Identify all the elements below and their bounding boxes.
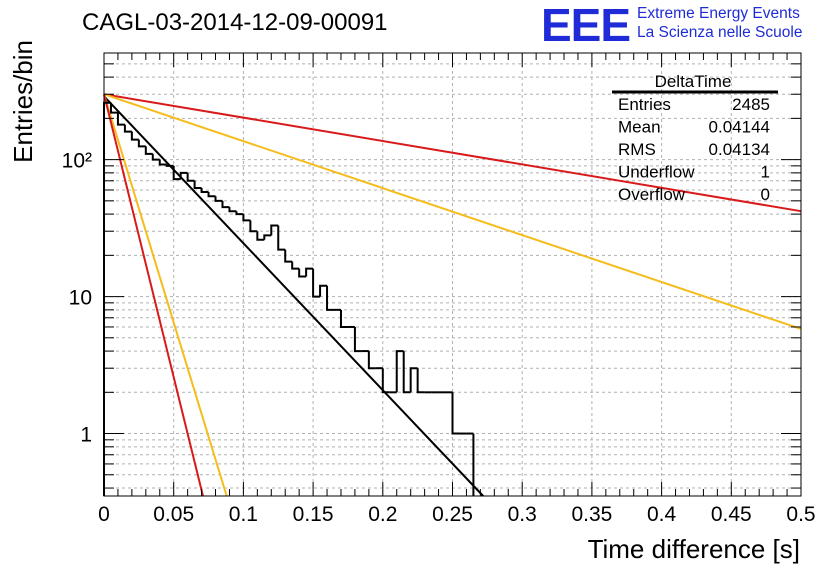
histogram-bin bbox=[144, 146, 153, 155]
stats-value: 0.04134 bbox=[709, 140, 770, 159]
histogram-bin bbox=[298, 268, 307, 278]
fit-curve bbox=[103, 93, 802, 213]
fit-curve bbox=[103, 95, 484, 497]
x-tick-label: 0.3 bbox=[508, 503, 537, 526]
histogram-bin bbox=[207, 191, 216, 198]
stats-label: Mean bbox=[618, 118, 661, 137]
histogram-bin bbox=[284, 249, 293, 263]
histogram-bin bbox=[137, 139, 146, 148]
x-axis-label: Time difference [s] bbox=[588, 534, 800, 564]
eee-logo: EEE bbox=[541, 0, 631, 51]
x-tick-label: 0 bbox=[98, 503, 110, 526]
histogram-bin bbox=[249, 220, 258, 233]
histogram-bin bbox=[353, 326, 362, 353]
x-tick-label: 0.05 bbox=[153, 503, 194, 526]
histogram-bin bbox=[193, 180, 202, 190]
histogram-bin bbox=[151, 153, 160, 161]
histogram-bin bbox=[381, 368, 390, 394]
chart-title: CAGL-03-2014-12-09-00091 bbox=[82, 9, 388, 36]
histogram-bin bbox=[228, 207, 237, 213]
histogram-bin bbox=[326, 285, 335, 311]
histogram-bin bbox=[179, 171, 188, 180]
grid bbox=[104, 53, 801, 496]
histogram-bin bbox=[367, 351, 376, 370]
histogram-bin bbox=[312, 268, 321, 298]
histogram-bin bbox=[172, 165, 181, 181]
stats-label: Overflow bbox=[618, 185, 686, 204]
stats-label: Entries bbox=[618, 95, 671, 114]
y-tick-labels: 1 10 10² bbox=[62, 150, 92, 447]
x-tick-label: 0.4 bbox=[647, 503, 677, 526]
histogram-bin bbox=[402, 351, 411, 394]
y-axis-label: Entries/bin bbox=[8, 40, 38, 163]
histogram-bin bbox=[186, 172, 195, 182]
histogram-bin bbox=[395, 350, 404, 393]
histogram-bin bbox=[103, 101, 111, 496]
histogram-bin bbox=[256, 231, 265, 241]
x-tick-label: 0.35 bbox=[571, 503, 612, 526]
histogram-bin bbox=[109, 102, 118, 114]
histogram-bin bbox=[263, 234, 272, 240]
fit-curves bbox=[103, 93, 802, 497]
histogram-bin bbox=[409, 367, 418, 393]
axis-ticks bbox=[103, 52, 802, 496]
histogram-bin bbox=[270, 224, 279, 236]
histogram-bin bbox=[242, 214, 251, 222]
histogram-bin bbox=[165, 164, 174, 167]
stats-value: 1 bbox=[761, 163, 770, 182]
histogram-bin bbox=[200, 188, 209, 193]
x-tick-label: 0.5 bbox=[786, 503, 815, 526]
y-tick-label: 10 bbox=[69, 287, 92, 310]
y-tick-label: 10² bbox=[62, 150, 92, 173]
histogram-bin bbox=[291, 261, 300, 270]
histogram-bin bbox=[339, 309, 348, 328]
x-tick-label: 0.25 bbox=[432, 503, 473, 526]
stats-box-title: DeltaTime bbox=[655, 72, 732, 91]
histogram bbox=[103, 101, 475, 496]
histogram-bin bbox=[116, 112, 125, 126]
histogram-bin bbox=[451, 392, 460, 435]
fit-curve bbox=[103, 93, 228, 497]
histogram-bin bbox=[123, 124, 132, 133]
histogram-bin bbox=[235, 211, 244, 216]
stats-box: DeltaTime Entries 2485 Mean 0.04144 RMS 0.041… bbox=[612, 72, 778, 204]
stats-value: 0.04144 bbox=[709, 118, 770, 137]
x-tick-label: 0.45 bbox=[711, 503, 752, 526]
fit-curve bbox=[103, 93, 802, 330]
histogram-bin bbox=[221, 200, 230, 209]
x-tick-label: 0.15 bbox=[293, 503, 334, 526]
histogram-bin bbox=[277, 225, 286, 251]
histogram-bin bbox=[158, 159, 167, 166]
stats-value: 0 bbox=[761, 185, 770, 204]
histogram-bin bbox=[214, 196, 223, 202]
histogram-bin bbox=[305, 267, 314, 277]
logo-line-2: La Scienza nelle Scuole bbox=[637, 24, 803, 41]
histogram-bin bbox=[416, 368, 425, 394]
fit-curve bbox=[103, 93, 204, 497]
y-tick-label: 1 bbox=[80, 424, 92, 447]
stats-label: Underflow bbox=[618, 163, 695, 182]
stats-value: 2485 bbox=[732, 95, 770, 114]
logo-line-1: Extreme Energy Events bbox=[637, 5, 800, 22]
stats-label: RMS bbox=[618, 140, 656, 159]
x-tick-labels: 0 0.05 0.1 0.15 0.2 0.25 0.3 0.35 0.4 0.45 0.5 bbox=[98, 503, 815, 526]
x-tick-label: 0.2 bbox=[368, 503, 397, 526]
histogram-bin bbox=[130, 131, 139, 141]
x-tick-label: 0.1 bbox=[229, 503, 258, 526]
histogram-bin bbox=[319, 284, 328, 297]
